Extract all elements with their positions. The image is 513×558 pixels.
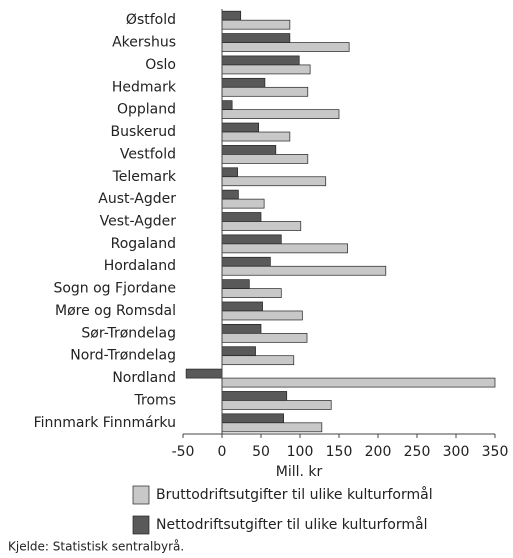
bar — [221, 122, 260, 133]
y-tick-label: Buskerud — [110, 124, 176, 140]
y-tick-label: Sogn og Fjordane — [53, 281, 176, 297]
bar — [221, 279, 250, 289]
bar — [221, 19, 291, 30]
bar — [221, 176, 327, 187]
bar — [221, 265, 387, 276]
bar — [221, 377, 496, 388]
bar — [221, 64, 311, 75]
y-tick-label: Rogaland — [111, 236, 176, 252]
y-tick-label: Troms — [134, 392, 176, 408]
bar — [221, 33, 291, 43]
bar — [221, 391, 288, 401]
y-tick-label: Finnmark Finnmárku — [34, 415, 176, 431]
bar — [221, 86, 309, 97]
y-tick-label: Møre og Romsdal — [55, 303, 176, 319]
y-tick-label: Vestfold — [120, 146, 176, 162]
legend-label: Nettodriftsutgifter til ulike kulturform… — [156, 516, 427, 533]
legend-swatch — [132, 515, 150, 535]
bar — [221, 109, 340, 120]
source: Kjelde: Statistisk sentralbyrå. — [8, 540, 184, 554]
bar — [221, 145, 277, 155]
bar — [221, 212, 262, 222]
bar — [221, 346, 256, 357]
y-tick-label: Akershus — [112, 35, 176, 51]
bar — [221, 413, 284, 424]
bar — [221, 243, 348, 254]
x-tick-label: -50 — [172, 444, 195, 460]
bar — [221, 256, 271, 267]
bar — [221, 422, 323, 433]
x-tick-label: 350 — [482, 444, 509, 460]
y-tick-label: Oppland — [117, 102, 176, 118]
bar — [221, 42, 350, 52]
bar — [221, 154, 309, 164]
x-tick-label: 300 — [443, 444, 470, 460]
legend-label: Bruttodriftsutgifter til ulike kulturfor… — [156, 486, 433, 503]
y-tick-label: Nord-Trøndelag — [70, 348, 176, 364]
y-tick-label: Aust-Agder — [98, 191, 176, 207]
bar — [221, 198, 265, 209]
bar — [221, 332, 308, 343]
bar — [221, 234, 282, 245]
bar — [221, 323, 262, 334]
bar — [221, 310, 303, 321]
bar — [221, 355, 295, 366]
y-tick-label: Oslo — [145, 57, 176, 73]
bar — [221, 167, 238, 178]
y-tick-label: Hedmark — [112, 79, 177, 95]
bar — [221, 100, 233, 111]
x-tick-label: 250 — [404, 444, 431, 460]
y-tick-label: Vest-Agder — [100, 214, 177, 230]
bar — [221, 301, 263, 312]
bar — [221, 189, 239, 200]
bar — [221, 400, 332, 410]
y-tick-label: Telemark — [112, 169, 177, 185]
bar — [221, 288, 282, 298]
bar — [221, 221, 302, 231]
bar — [185, 368, 223, 379]
legend-swatch — [132, 485, 150, 505]
bar — [221, 10, 242, 21]
x-tick-label: 150 — [326, 444, 353, 460]
x-tick-label: 200 — [365, 444, 392, 460]
bar — [221, 55, 300, 66]
x-tick-label: 100 — [287, 444, 314, 460]
x-axis-label: Mill. kr — [276, 464, 323, 480]
y-tick-label: Sør-Trøndelag — [81, 325, 176, 341]
y-tick-label: Østfold — [126, 12, 176, 28]
x-tick-label: 0 — [218, 444, 227, 460]
x-tick-label: 50 — [252, 444, 270, 460]
bar — [221, 77, 266, 88]
bar — [221, 131, 291, 142]
y-tick-label: Hordaland — [104, 258, 176, 274]
y-tick-label: Nordland — [112, 370, 176, 386]
